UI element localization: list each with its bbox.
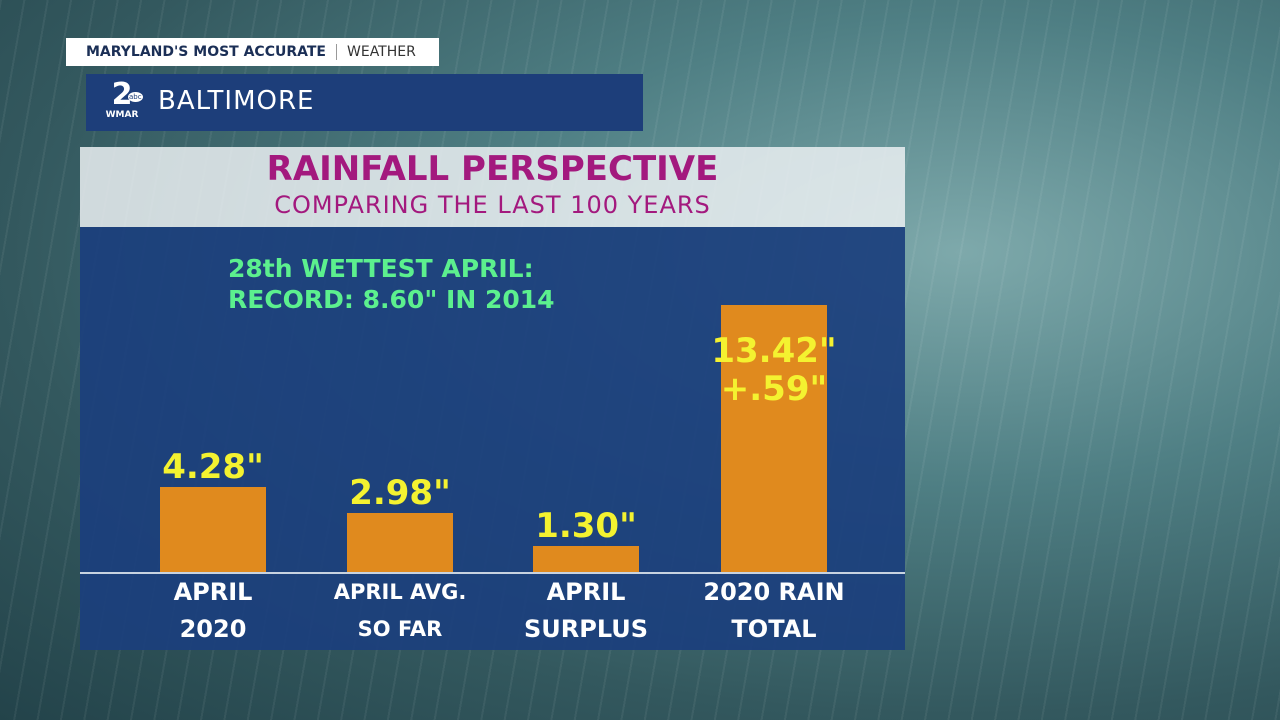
- x-tick-label: APRIL SURPLUS: [523, 578, 649, 643]
- value-label: 4.28": [162, 446, 264, 487]
- logo-number: 2: [111, 77, 133, 112]
- location: BALTIMORE: [158, 86, 315, 116]
- annotation: 28th WETTEST APRIL:: [228, 254, 534, 283]
- x-tick-label: APRIL 2020: [173, 578, 253, 643]
- logo-network: abc: [128, 92, 143, 102]
- logo-station: WMAR: [105, 110, 139, 120]
- bar: [160, 486, 266, 572]
- value-label: 13.42": [711, 331, 837, 371]
- chart-subtitle: COMPARING THE LAST 100 YEARS: [274, 191, 711, 219]
- annotation: RECORD: 8.60" IN 2014: [228, 285, 555, 314]
- tagline: MARYLAND'S MOST ACCURATE: [86, 44, 326, 60]
- bar: [721, 305, 827, 572]
- annotation: +.59": [720, 369, 828, 409]
- section: WEATHER: [347, 44, 416, 60]
- x-tick-label: 2020 RAIN TOTAL: [703, 578, 845, 643]
- baseline: [80, 572, 905, 574]
- tagline-bar: MARYLAND'S MOST ACCURATE WEATHER: [66, 38, 439, 66]
- title-band: RAINFALL PERSPECTIVE COMPARING THE LAST …: [80, 147, 905, 227]
- location-bar: 2 abc WMAR BALTIMORE: [86, 74, 643, 131]
- bar: [347, 512, 453, 572]
- bar: [533, 546, 639, 572]
- logo: 2 abc WMAR: [100, 80, 144, 126]
- separator: [336, 44, 337, 60]
- x-tick-label: APRIL AVG. SO FAR: [333, 580, 467, 641]
- value-label: 2.98": [349, 472, 451, 513]
- chart-title: RAINFALL PERSPECTIVE: [266, 149, 719, 189]
- value-label: 1.30": [535, 506, 637, 547]
